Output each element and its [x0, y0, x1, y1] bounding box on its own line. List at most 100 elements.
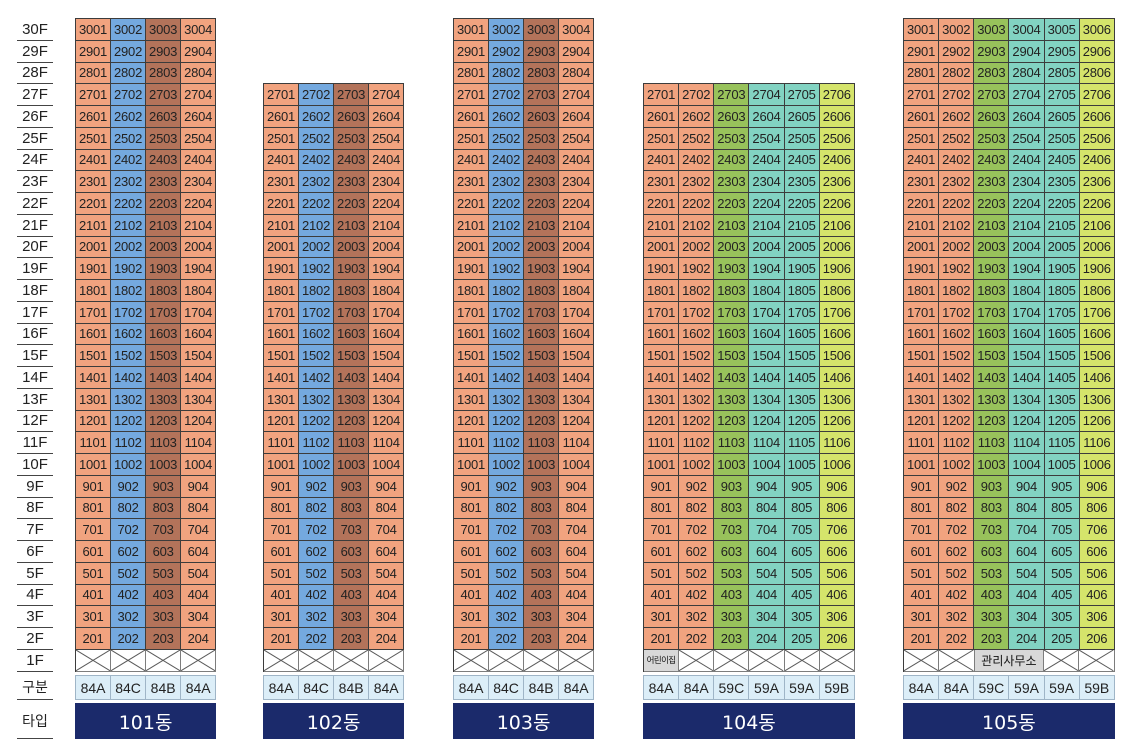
- unit-cell: 1502: [679, 345, 715, 367]
- unit-cell: 2002: [679, 236, 715, 259]
- unit-cell: 2603: [714, 106, 750, 128]
- unit-cell: 2002: [489, 236, 525, 259]
- unit-cell: 1006: [1079, 454, 1115, 476]
- unit-cell: 502: [679, 562, 715, 585]
- unit-cell: 1302: [299, 388, 335, 411]
- no-unit-cell: [369, 649, 405, 672]
- cross-icon: [559, 650, 593, 671]
- row-label-unit-type: 구분: [17, 675, 53, 700]
- unit-type-cell: 84A: [454, 676, 490, 700]
- floor-row: 3001 3002 3003 3004 3005 3006: [904, 19, 1115, 41]
- unit-cell: 2604: [369, 106, 405, 128]
- unit-cell: 602: [679, 541, 715, 563]
- unit-cell: 1306: [819, 388, 855, 411]
- unit-cell: 1505: [1044, 345, 1080, 367]
- unit-cell: 301: [454, 606, 490, 628]
- unit-cell: 1304: [181, 388, 217, 411]
- floor-row: 2901 2902 2903 2904: [454, 40, 595, 63]
- unit-cell: 1803: [524, 280, 560, 302]
- unit-cell: 2606: [1079, 106, 1115, 128]
- unit-cell: 2402: [299, 149, 335, 172]
- unit-cell: 2204: [369, 193, 405, 215]
- unit-cell: 504: [559, 562, 595, 585]
- unit-cell: 501: [76, 562, 112, 585]
- unit-cell: 1404: [369, 367, 405, 389]
- unit-cell: 2703: [524, 84, 560, 106]
- unit-cell: 304: [1009, 606, 1045, 628]
- unit-type-cell: 84A: [939, 676, 975, 700]
- floor-row: 1501 1502 1503 1504: [264, 345, 405, 367]
- unit-cell: 2301: [904, 171, 940, 193]
- building-103: 3001 3002 3003 3004 2901 2902 2903 2904 2801 2802…: [453, 0, 595, 750]
- unit-cell: 404: [369, 584, 405, 607]
- unit-cell: 404: [749, 584, 785, 607]
- cross-icon: [111, 650, 145, 671]
- unit-cell: 204: [559, 628, 595, 650]
- unit-cell: 1701: [644, 301, 680, 324]
- unit-type-cell: 84B: [334, 676, 370, 700]
- floor-row: 701 702 703 704: [264, 519, 405, 541]
- floor-label: 25F: [17, 128, 53, 150]
- unit-cell: 2004: [181, 236, 217, 259]
- unit-cell: 406: [819, 584, 855, 607]
- unit-cell: 1105: [1044, 432, 1080, 454]
- unit-cell: 2403: [524, 149, 560, 172]
- floor-row: 2501 2502 2503 2504: [264, 127, 405, 150]
- unit-type-cell: 84C: [489, 676, 525, 700]
- unit-cell: 1804: [559, 280, 595, 302]
- unit-cell: 1203: [714, 410, 750, 433]
- floor-row: 2901 2902 2903 2904 2905 2906: [904, 40, 1115, 63]
- unit-cell: 202: [489, 628, 525, 650]
- unit-cell: 2206: [1079, 193, 1115, 215]
- floor-row: 2101 2102 2103 2104: [454, 214, 595, 237]
- unit-cell: 1902: [679, 258, 715, 280]
- unit-cell: 706: [1079, 519, 1115, 541]
- unit-cell: 201: [644, 628, 680, 650]
- building-name-label: 101동: [75, 703, 217, 739]
- unit-cell: 1704: [749, 301, 785, 324]
- floor-row: 1001 1002 1003 1004: [454, 454, 595, 476]
- floor-label: 24F: [17, 150, 53, 172]
- floor-row: 1201 1202 1203 1204: [76, 410, 217, 433]
- unit-cell: 502: [111, 562, 147, 585]
- unit-cell: 205: [1044, 628, 1080, 650]
- unit-cell: 1103: [524, 432, 560, 454]
- unit-cell: 804: [749, 497, 785, 520]
- floor-row: 501 502 503 504: [76, 562, 217, 585]
- unit-cell: 403: [974, 584, 1010, 607]
- floor-label: 22F: [17, 193, 53, 215]
- cross-icon: [939, 650, 973, 671]
- floor-label: 23F: [17, 171, 53, 193]
- floor-row: 1701 1702 1703 1704: [76, 301, 217, 324]
- unit-cell: 1704: [181, 301, 217, 324]
- unit-grid: 2701 2702 2703 2704 2601 2602 2603 2604 2501 2502…: [263, 83, 405, 672]
- unit-cell: 1801: [904, 280, 940, 302]
- floor-row: 2301 2302 2303 2304 2305 2306: [644, 171, 855, 193]
- unit-cell: 2402: [489, 149, 525, 172]
- cross-icon: [524, 650, 558, 671]
- unit-cell: 603: [974, 541, 1010, 563]
- unit-cell: 3002: [489, 19, 525, 41]
- unit-cell: 1104: [559, 432, 595, 454]
- row-label-building: 타입: [17, 703, 53, 739]
- unit-cell: 2105: [784, 214, 820, 237]
- unit-cell: 402: [489, 584, 525, 607]
- unit-cell: 504: [369, 562, 405, 585]
- floor-row: 1101 1102 1103 1104 1105 1106: [644, 432, 855, 454]
- unit-cell: 302: [299, 606, 335, 628]
- unit-cell: 2102: [679, 214, 715, 237]
- floor-row: 1701 1702 1703 1704 1705 1706: [904, 301, 1115, 324]
- unit-cell: 601: [264, 541, 300, 563]
- unit-cell: 1605: [784, 323, 820, 346]
- unit-cell: 401: [904, 584, 940, 607]
- unit-cell: 1702: [111, 301, 147, 324]
- floor-row: 201 202 203 204: [76, 628, 217, 650]
- floor-label: 13F: [17, 389, 53, 411]
- unit-cell: 2704: [749, 84, 785, 106]
- floor-label: 9F: [17, 476, 53, 498]
- unit-cell: 1804: [369, 280, 405, 302]
- floor-row: 2501 2502 2503 2504 2505 2506: [904, 127, 1115, 150]
- unit-cell: 1501: [264, 345, 300, 367]
- unit-cell: 2003: [974, 236, 1010, 259]
- unit-cell: 304: [181, 606, 217, 628]
